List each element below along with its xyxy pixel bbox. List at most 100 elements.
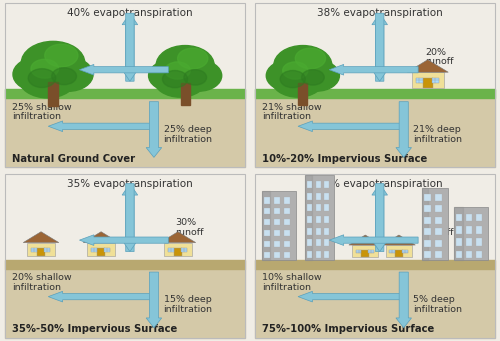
FancyArrow shape [80, 64, 168, 75]
Bar [307, 216, 312, 223]
Bar [424, 251, 430, 258]
Circle shape [154, 61, 206, 97]
FancyArrow shape [298, 121, 404, 132]
Text: 30%
runoff: 30% runoff [176, 218, 204, 237]
Bar [307, 228, 312, 235]
Bar [395, 250, 402, 257]
Bar [316, 204, 320, 211]
Bar [316, 251, 320, 258]
FancyArrow shape [80, 235, 168, 246]
Bar [274, 219, 280, 225]
FancyArrow shape [48, 291, 154, 302]
FancyArrow shape [122, 13, 138, 81]
Bar [362, 250, 369, 257]
FancyArrow shape [48, 121, 154, 132]
Circle shape [52, 68, 76, 85]
Bar [316, 239, 320, 247]
Bar [255, 260, 495, 269]
Bar [424, 217, 430, 224]
Bar [316, 216, 320, 223]
Bar [298, 83, 308, 105]
Bar [368, 250, 374, 253]
FancyArrow shape [330, 235, 418, 246]
Text: 21% deep
infiltration: 21% deep infiltration [414, 125, 463, 144]
FancyArrow shape [372, 183, 388, 252]
Circle shape [178, 48, 208, 69]
FancyArrow shape [372, 13, 388, 81]
Bar [264, 230, 270, 236]
Bar [466, 214, 472, 221]
Bar [386, 245, 412, 257]
Bar [424, 240, 430, 247]
Bar [466, 251, 472, 258]
Bar [424, 228, 430, 235]
Bar [476, 226, 482, 234]
Circle shape [45, 44, 78, 67]
Bar [284, 208, 290, 214]
Bar [456, 251, 462, 258]
Circle shape [18, 58, 76, 98]
Circle shape [280, 71, 305, 88]
Bar [284, 241, 290, 247]
Circle shape [162, 71, 188, 88]
Polygon shape [160, 232, 196, 242]
Bar [435, 194, 442, 201]
Bar [324, 228, 329, 235]
Circle shape [272, 61, 324, 97]
Circle shape [176, 60, 222, 91]
Bar [262, 191, 296, 260]
Bar [48, 82, 58, 106]
FancyArrow shape [372, 183, 388, 252]
Text: 25% shallow
infiltration: 25% shallow infiltration [12, 103, 72, 121]
Bar [456, 226, 462, 234]
Bar [274, 197, 280, 204]
Bar [305, 175, 312, 260]
Polygon shape [382, 235, 416, 245]
Text: 20% shallow
infiltration: 20% shallow infiltration [12, 273, 72, 292]
Bar [284, 252, 290, 258]
Bar [456, 238, 462, 246]
Bar [104, 248, 110, 252]
Bar [305, 175, 334, 260]
Bar [87, 242, 115, 256]
Bar [284, 197, 290, 204]
Circle shape [148, 60, 194, 91]
Bar [255, 99, 495, 167]
Bar [164, 242, 192, 256]
Bar [316, 181, 320, 188]
Bar [435, 251, 442, 258]
Circle shape [266, 60, 312, 91]
Text: 38% evapotranspiration: 38% evapotranspiration [317, 8, 442, 18]
Bar [5, 99, 245, 167]
Bar [402, 250, 407, 253]
FancyArrow shape [396, 272, 411, 328]
Bar [284, 219, 290, 225]
Bar [435, 217, 442, 224]
Text: 10%
runoff: 10% runoff [176, 48, 204, 66]
Polygon shape [349, 235, 382, 245]
FancyArrow shape [372, 13, 388, 81]
Bar [264, 197, 270, 204]
Text: 35% evapotranspiration: 35% evapotranspiration [67, 179, 193, 189]
Bar [435, 205, 442, 212]
Circle shape [302, 70, 324, 85]
Bar [316, 193, 320, 199]
Circle shape [31, 52, 86, 89]
Bar [416, 78, 423, 83]
Bar [476, 238, 482, 246]
Text: 35%-50% Impervious Surface: 35%-50% Impervious Surface [12, 324, 177, 334]
Bar [307, 239, 312, 247]
Bar [274, 252, 280, 258]
Bar [307, 193, 312, 199]
Bar [324, 181, 329, 188]
Bar [454, 207, 488, 260]
Bar [182, 248, 188, 252]
Bar [307, 204, 312, 211]
Bar [324, 251, 329, 258]
Bar [435, 240, 442, 247]
Bar [37, 248, 45, 256]
Bar [466, 238, 472, 246]
Circle shape [22, 41, 85, 85]
Bar [97, 248, 105, 256]
Bar [174, 248, 182, 256]
